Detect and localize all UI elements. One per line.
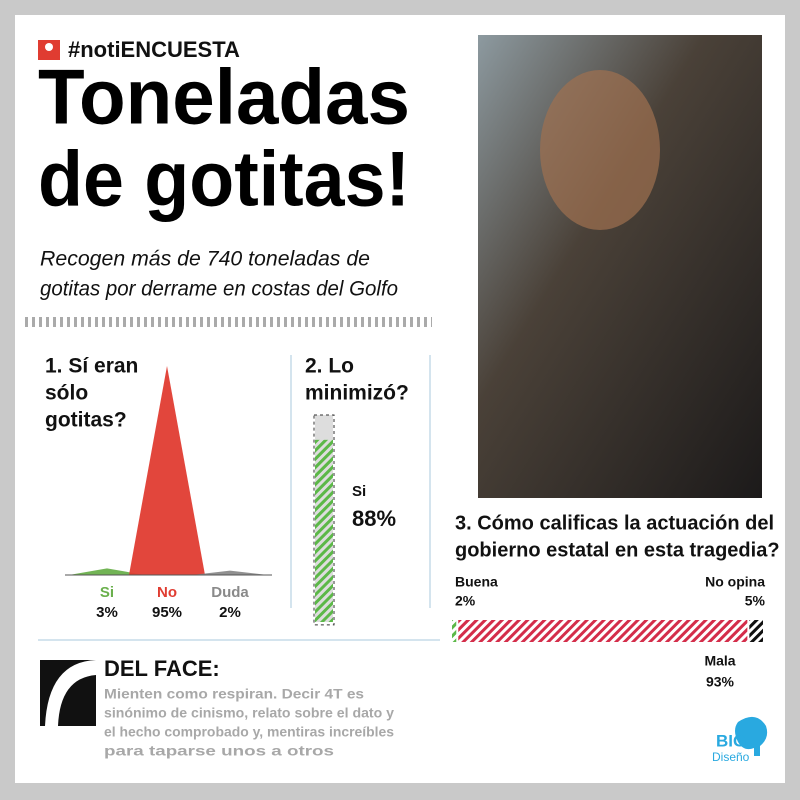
bar-segment xyxy=(452,620,457,642)
chart-title: 1. Sí eran xyxy=(45,355,138,378)
face-icon-mark xyxy=(45,660,96,726)
value-label: 93% xyxy=(706,674,735,690)
tag: #notiENCUESTA xyxy=(68,37,240,62)
logo-icon xyxy=(735,716,768,756)
bar-frame xyxy=(313,414,335,626)
chart-title: gobierno estatal en esta tragedia? xyxy=(455,539,780,561)
value-label: 5% xyxy=(745,593,766,609)
subtitle: gotitas por derrame en costas del Golfo xyxy=(40,278,398,301)
face-line: el hecho comprobado y, mentiras increíbl… xyxy=(104,724,394,740)
category-label: No xyxy=(157,584,177,601)
logo-big: BIG xyxy=(716,731,746,750)
peak xyxy=(192,570,268,575)
chart-title: minimizó? xyxy=(305,382,409,405)
legend-label: Mala xyxy=(704,653,735,669)
bar-segment xyxy=(458,620,748,642)
chart-title: gotitas? xyxy=(45,409,127,432)
face-body: Mienten como respiran. Decir 4T es sinóni… xyxy=(104,686,394,759)
user-icon-head xyxy=(45,43,53,51)
face-line: sinónimo de cinismo, relato sobre el dat… xyxy=(104,705,394,721)
chart-title: 3. Cómo calificas la actuación del xyxy=(455,512,774,534)
chart-title: 2. Lo xyxy=(305,355,354,378)
subtitle: Recogen más de 740 toneladas de xyxy=(40,248,370,271)
title: Toneladas xyxy=(38,53,410,141)
value-label: 2% xyxy=(455,593,476,609)
title: de gotitas! xyxy=(38,135,410,223)
legend-label: Buena xyxy=(455,574,498,590)
category-label: Si xyxy=(100,584,114,601)
category-label: Duda xyxy=(211,584,249,601)
value-label: 88% xyxy=(352,506,396,531)
value-label: 2% xyxy=(219,604,241,621)
face-line: para taparse unos a otros xyxy=(104,743,334,759)
logo-sub: Diseño xyxy=(712,750,750,764)
chart-title: sólo xyxy=(45,382,88,405)
face-line: Mienten como respiran. Decir 4T es xyxy=(104,686,364,702)
peak xyxy=(69,568,145,575)
category-label: Si xyxy=(352,483,366,500)
legend-label: No opina xyxy=(705,574,765,590)
bar-segment xyxy=(749,620,763,642)
peak xyxy=(129,366,205,575)
photo-figure xyxy=(540,70,660,230)
face-title: DEL FACE: xyxy=(104,656,220,681)
bar xyxy=(315,439,333,622)
value-label: 95% xyxy=(152,604,182,621)
value-label: 3% xyxy=(96,604,118,621)
